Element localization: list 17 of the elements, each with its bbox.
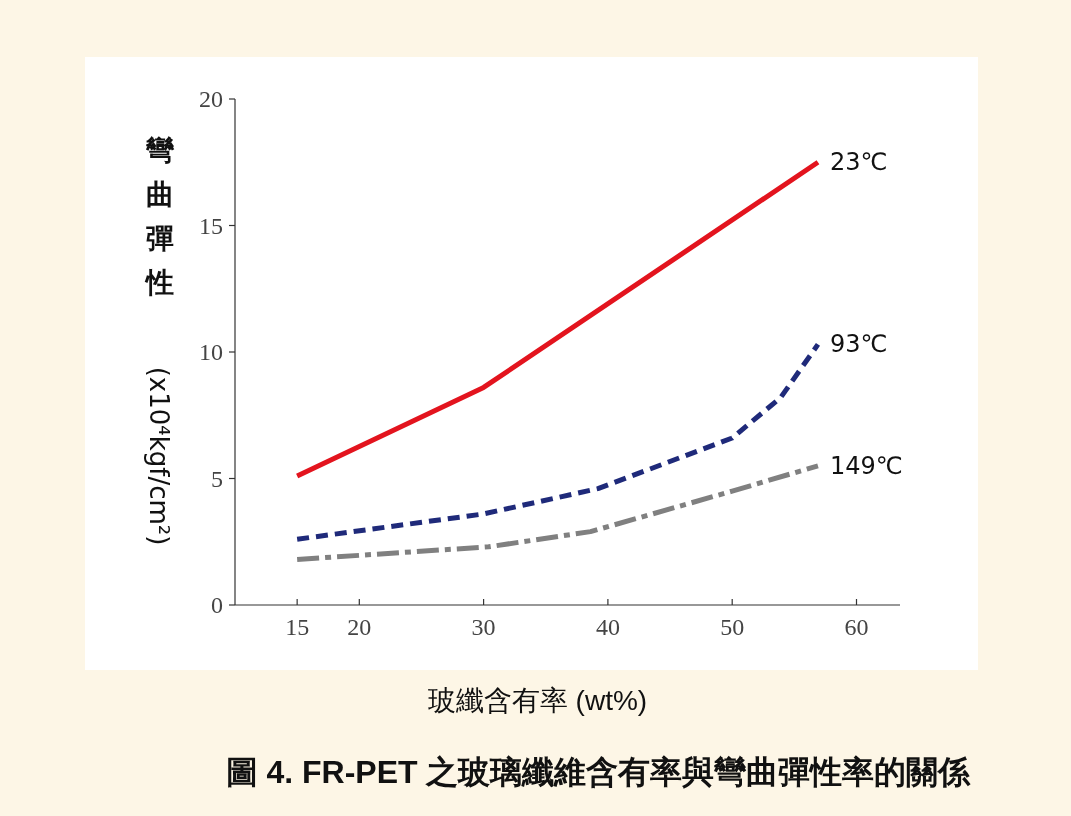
y-tick-label: 0 bbox=[211, 592, 223, 618]
x-tick-label: 60 bbox=[844, 614, 869, 640]
y-tick-label: 15 bbox=[199, 212, 223, 239]
y-tick-label: 10 bbox=[199, 339, 223, 365]
series-label: 93℃ bbox=[829, 330, 888, 359]
caption: 圖 4. FR-PET 之玻璃纖維含有率與彎曲彈性率的關係 bbox=[225, 754, 972, 790]
x-tick-label: 30 bbox=[471, 614, 496, 640]
text: 彎曲彈性 (x10⁴kgf/cm²) bbox=[144, 135, 174, 546]
y-tick-label: 20 bbox=[199, 86, 223, 112]
series-label: 23℃ bbox=[829, 148, 888, 177]
series-label: 149℃ bbox=[829, 451, 903, 480]
x-tick-label: 15 bbox=[285, 614, 310, 640]
x-tick-label: 40 bbox=[595, 614, 620, 640]
x-tick-label: 20 bbox=[347, 614, 372, 640]
y-tick-label: 5 bbox=[211, 465, 223, 492]
x-tick-label: 50 bbox=[720, 614, 745, 640]
x-axis-title: 玻纖含有率 (wt%) bbox=[427, 685, 648, 716]
